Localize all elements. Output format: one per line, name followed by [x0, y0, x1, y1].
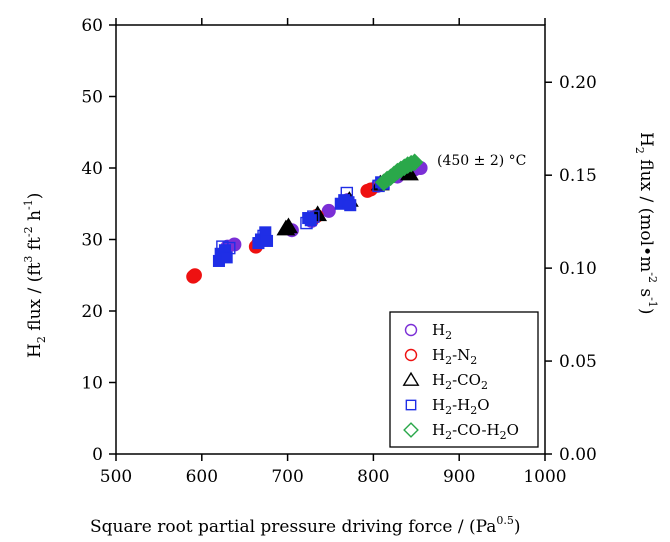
point-H2-CO2-1 — [279, 217, 298, 234]
point-H2-H2O-5 — [223, 241, 236, 255]
x-tick-label-0: 500 — [100, 467, 132, 487]
y-left-title-sup3: -1 — [22, 199, 35, 210]
x-tick-label-3: 800 — [357, 467, 389, 487]
x-tick-label-4: 900 — [443, 467, 475, 487]
legend-label-part: 2 — [470, 354, 477, 367]
data-points — [186, 153, 428, 284]
y-right-title-e: ) — [636, 308, 656, 315]
point-H2-H2O-19 — [344, 199, 357, 212]
point-H2-CO-H2O-9 — [405, 153, 424, 172]
legend-marker-H2 — [404, 323, 418, 337]
legend-label-H2-N2: H2-N2 — [432, 346, 477, 367]
y-right-tick-label-2: 0.10 — [559, 259, 597, 279]
legend-label-H2-H2O: H2-H2O — [432, 396, 490, 417]
point-H2-H2O-10 — [260, 234, 274, 247]
y-right-title-dot: • — [636, 246, 656, 256]
legend-label-part: -CO-H — [452, 421, 500, 439]
y-left-title-e: ) — [25, 193, 45, 200]
y-left-tick-label-5: 50 — [81, 88, 103, 108]
y-left-tick-label-2: 20 — [81, 302, 103, 322]
legend-label-part: H — [432, 421, 445, 439]
legend-label-H2-CO-H2O: H2-CO-H2O — [432, 421, 519, 442]
legend-label-part: 2 — [500, 429, 507, 442]
temperature-annotation: (450 ± 2) °C — [437, 153, 526, 169]
point-H2-H2O-14 — [307, 210, 320, 223]
axis-ticks — [109, 18, 552, 461]
legend-label-part: 2 — [445, 379, 452, 392]
y-right-title-a: H — [636, 132, 656, 147]
y-right-axis-title: H2 flux / (mol•m-2 s-1) — [633, 132, 659, 314]
y-left-title-a: H — [25, 343, 45, 358]
x-tick-labels: 500 600 700 800 900 1000 — [100, 467, 567, 487]
y-right-title-b: flux / (mol — [636, 154, 656, 246]
legend-label-part: -H — [452, 396, 470, 414]
point-H2-H2O-13 — [304, 214, 317, 227]
legend-label-part: 2 — [445, 329, 452, 342]
legend-label-part: H — [432, 396, 445, 414]
y-right-title-c: m — [636, 256, 656, 272]
y-right-title-a-sub: 2 — [633, 147, 646, 154]
x-axis-title-sup: 0.5 — [496, 514, 514, 527]
x-axis-title-close: ) — [514, 517, 521, 537]
y-right-tick-labels: 0.00 0.05 0.10 0.15 0.20 — [559, 73, 597, 465]
x-tick-label-2: 700 — [271, 467, 303, 487]
y-left-tick-label-3: 30 — [81, 231, 103, 251]
y-left-title-sup1: 3 — [22, 256, 35, 263]
point-H2-N2-1 — [187, 268, 202, 283]
y-right-tick-label-1: 0.05 — [559, 352, 597, 372]
point-H2-5 — [321, 203, 336, 218]
legend-label-part: H — [432, 321, 445, 339]
y-right-title-d: s — [636, 283, 656, 297]
y-left-tick-labels: 0 10 20 30 40 50 60 — [81, 16, 103, 465]
legend-label-part: 2 — [470, 404, 477, 417]
legend-marker-H2-CO2 — [402, 371, 420, 386]
legend-label-part: O — [507, 421, 519, 439]
legend-marker-H2-H2O — [405, 399, 417, 411]
legend-label-part: 2 — [445, 354, 452, 367]
y-right-tick-label-3: 0.15 — [559, 166, 597, 186]
y-right-tick-label-4: 0.20 — [559, 73, 597, 93]
y-left-title-b: flux / (ft — [25, 262, 45, 336]
y-right-title-sup1: -2 — [646, 272, 659, 283]
legend-label-H2: H2 — [432, 321, 452, 342]
legend-label-part: 2 — [445, 404, 452, 417]
legend-label-part: 2 — [481, 379, 488, 392]
x-tick-label-5: 1000 — [523, 467, 566, 487]
x-tick-label-1: 600 — [186, 467, 218, 487]
y-left-title-sup2: -2 — [22, 226, 35, 237]
y-right-title-sup2: -1 — [646, 297, 659, 308]
y-left-tick-label-6: 60 — [81, 16, 103, 36]
legend-label-part: 2 — [445, 429, 452, 442]
legend-label-H2-CO2: H2-CO2 — [432, 371, 488, 392]
legend-label-part: -CO — [452, 371, 481, 389]
x-axis-title: Square root partial pressure driving for… — [90, 514, 521, 537]
y-right-tick-label-0: 0.00 — [559, 445, 597, 465]
y-left-tick-label-1: 10 — [81, 374, 103, 394]
legend-marker-H2-N2 — [404, 348, 418, 362]
y-left-tick-label-0: 0 — [92, 445, 103, 465]
legend-label-part: H — [432, 371, 445, 389]
legend-label-part: H — [432, 346, 445, 364]
legend-label-part: O — [477, 396, 489, 414]
x-axis-title-main: Square root partial pressure driving for… — [90, 517, 496, 537]
y-left-axis-title: H2 flux / (ft3 ft-2 h-1) — [22, 193, 48, 358]
y-left-tick-label-4: 40 — [81, 159, 103, 179]
y-left-title-d: h — [25, 210, 45, 226]
legend-marker-H2-CO-H2O — [403, 422, 419, 438]
y-left-title-a-sub: 2 — [35, 336, 48, 343]
y-left-title-c: ft — [25, 237, 45, 256]
point-H2-H2O-4 — [220, 251, 233, 264]
legend-label-part: -N — [452, 346, 470, 364]
